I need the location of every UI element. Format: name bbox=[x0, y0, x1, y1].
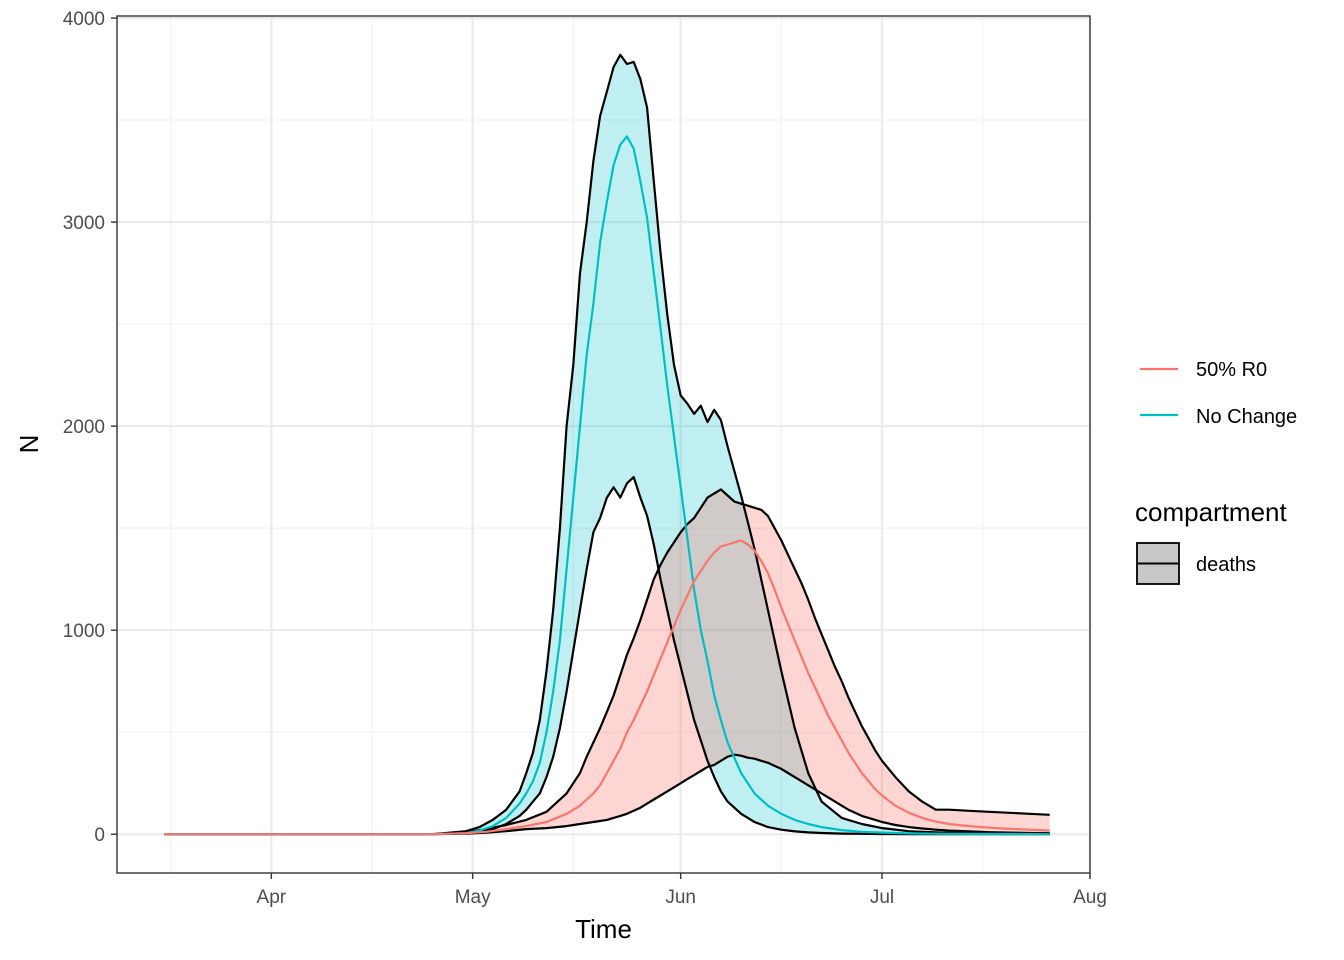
x-tick-label-jun: Jun bbox=[665, 887, 696, 908]
x-tick-label-jul: Jul bbox=[870, 887, 894, 908]
ribbons bbox=[164, 54, 1050, 835]
y-tick-label-2000: 2000 bbox=[63, 417, 105, 438]
plot-border bbox=[116, 15, 1091, 874]
plot-panel bbox=[117, 16, 1090, 873]
median-line-no-change bbox=[164, 135, 1050, 836]
ribbon-no-change bbox=[164, 54, 1050, 835]
ribbon-lower-no-change bbox=[164, 476, 1050, 836]
x-tick-label-apr: Apr bbox=[257, 887, 287, 908]
legend-label-50-r0: 50% R0 bbox=[1196, 359, 1267, 381]
x-axis-title: Time bbox=[575, 914, 632, 944]
legend-label-no-change: No Change bbox=[1196, 406, 1297, 428]
y-tick-label-3000: 3000 bbox=[63, 213, 105, 234]
x-tick-label-may: May bbox=[455, 887, 491, 908]
legend-fill: compartment deaths bbox=[1135, 497, 1287, 585]
y-axis-title: N bbox=[14, 435, 44, 454]
legend-label-deaths: deaths bbox=[1196, 554, 1256, 576]
ribbon-outlines bbox=[164, 53, 1050, 836]
legend-color: 50% R0 No Change bbox=[1140, 359, 1297, 428]
ribbon-50-r0 bbox=[164, 489, 1050, 835]
x-axis: Apr May Jun Jul Aug bbox=[257, 873, 1107, 908]
y-tick-label-4000: 4000 bbox=[63, 9, 105, 30]
ribbon-upper-50-r0 bbox=[164, 488, 1050, 836]
ribbon-lower-50-r0 bbox=[164, 753, 1050, 836]
y-tick-label-1000: 1000 bbox=[63, 621, 105, 642]
legend-title-compartment: compartment bbox=[1135, 497, 1287, 527]
y-axis: 0 1000 2000 3000 4000 bbox=[63, 9, 117, 846]
median-lines bbox=[164, 135, 1050, 836]
median-line-50-r0 bbox=[164, 539, 1050, 836]
ribbon-upper-no-change bbox=[164, 53, 1050, 836]
y-tick-label-0: 0 bbox=[94, 825, 105, 846]
minor-grid bbox=[117, 16, 1090, 873]
x-tick-label-aug: Aug bbox=[1073, 887, 1107, 908]
